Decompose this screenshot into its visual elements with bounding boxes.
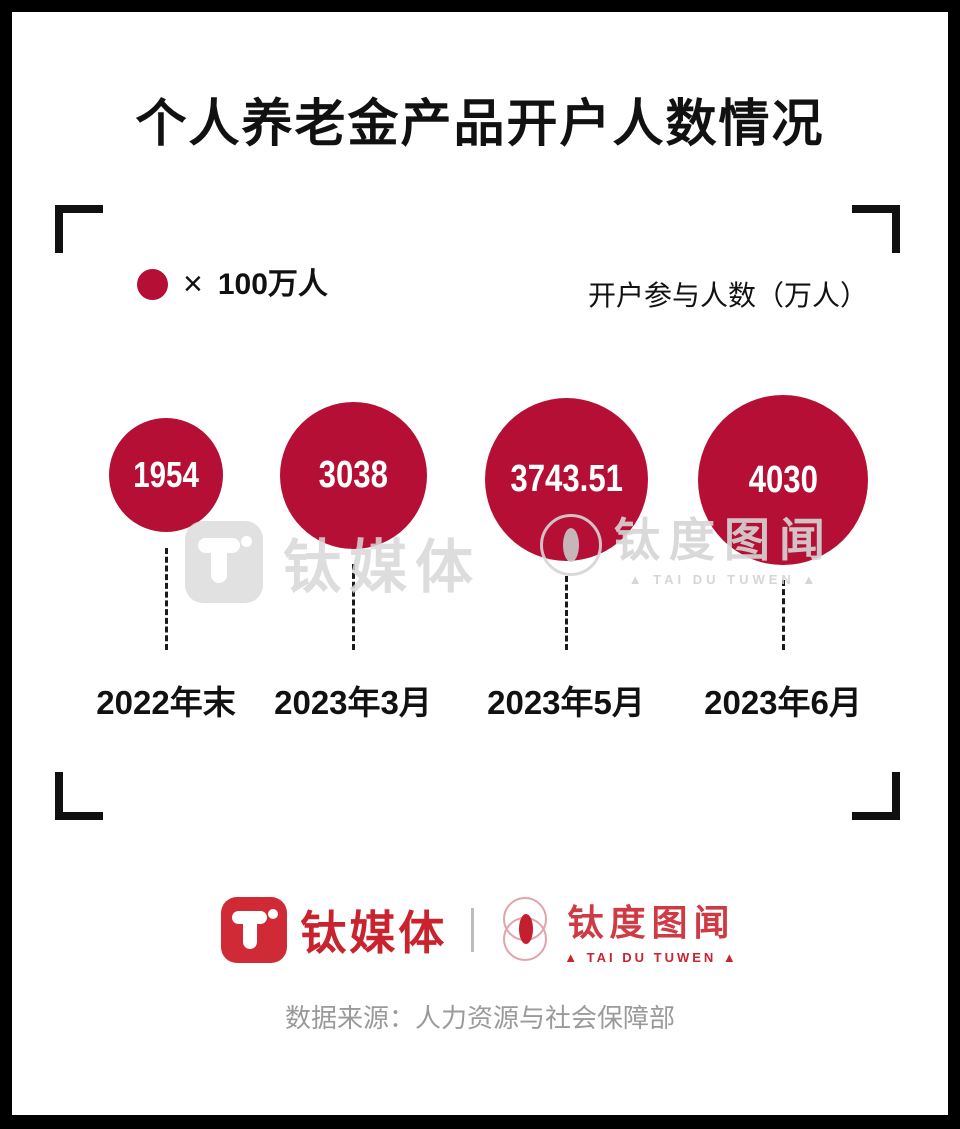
bubble-2022: 1954 — [109, 418, 223, 532]
footer-divider — [471, 907, 475, 952]
legend-scale-label: 100万人 — [217, 268, 328, 301]
x-axis-label: 2023年6月 — [704, 684, 862, 721]
stem-line — [565, 576, 568, 650]
stem-line — [165, 548, 168, 650]
x-axis-label: 2023年5月 — [487, 684, 645, 721]
legend-multiplier: × — [183, 265, 203, 303]
legend-scale: × 100万人 — [137, 265, 328, 303]
stem-line — [352, 564, 355, 650]
tuwen-brand-subtext: ▲ TAI DU TUWEN ▲ — [564, 950, 739, 965]
corner-bracket-bottom-left — [55, 772, 103, 820]
bubble-value: 1954 — [133, 454, 199, 495]
tmtpost-logo-icon — [221, 896, 288, 963]
tmtpost-brand-name: 钛媒体 — [300, 906, 448, 959]
tuwen-logo-icon — [498, 896, 554, 963]
footer-brand-row: 钛媒体 钛度图闻 ▲ TAI DU TUWEN ▲ — [0, 894, 960, 965]
tuwen-brand-name: 钛度图闻 — [567, 902, 736, 943]
bubble-value: 3038 — [318, 454, 389, 496]
legend-dot-icon — [137, 269, 168, 300]
stem-line — [782, 580, 785, 650]
bubble-value: 4030 — [748, 458, 818, 501]
x-axis-label: 2022年末 — [96, 684, 236, 721]
data-source-note: 数据来源：人力资源与社会保障部 — [284, 1003, 675, 1033]
bubble-2023-05: 3743.51 — [485, 398, 648, 561]
page-title: 个人养老金产品开户人数情况 — [135, 95, 825, 152]
corner-bracket-top-left — [55, 205, 103, 253]
bubble-2023-03: 3038 — [280, 402, 427, 549]
corner-bracket-top-right — [852, 205, 900, 253]
corner-bracket-bottom-right — [852, 772, 900, 820]
x-axis-label: 2023年3月 — [274, 684, 432, 721]
legend-unit-label: 开户参与人数（万人） — [587, 280, 868, 311]
bubble-value: 3743.51 — [510, 458, 623, 500]
bubble-2023-06: 4030 — [698, 395, 868, 565]
